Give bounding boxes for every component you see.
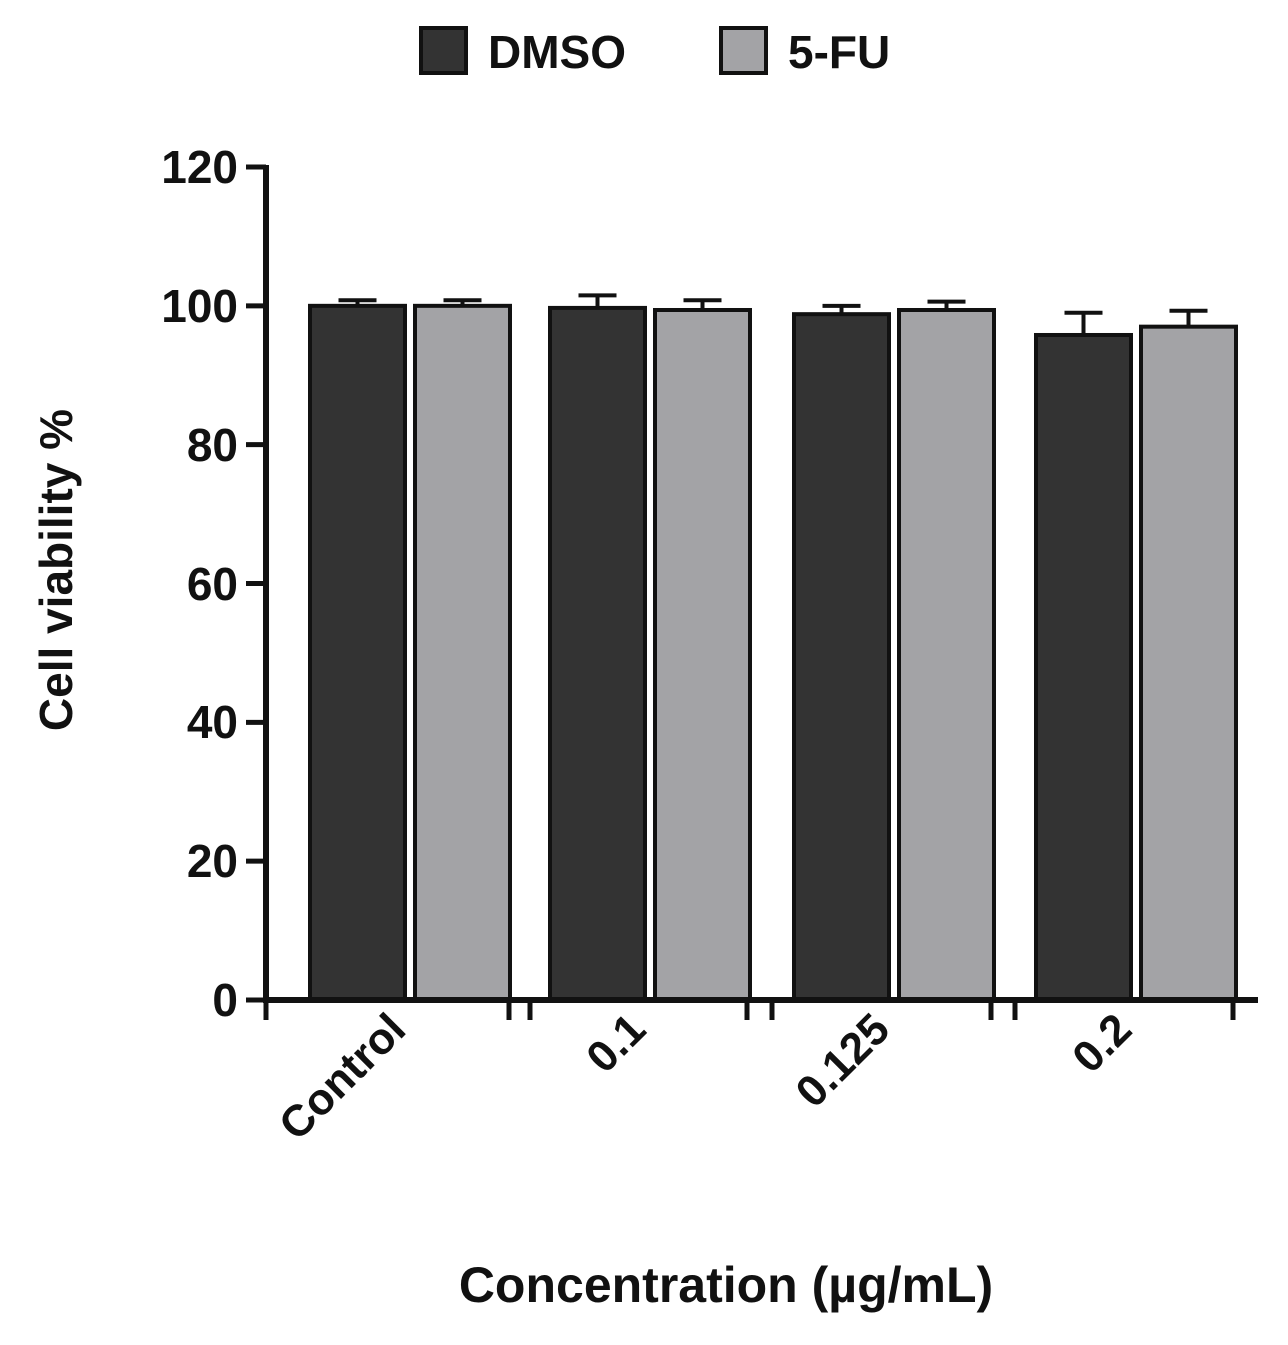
y-tick-label: 60	[187, 558, 238, 610]
x-tick-labels: Control 0.1 0.125 0.2	[270, 1004, 1141, 1149]
y-tick-label: 20	[187, 835, 238, 887]
legend: DMSO 5-FU	[419, 26, 890, 78]
x-tick-label: 0.2	[1063, 1004, 1141, 1082]
y-tick-label: 80	[187, 419, 238, 471]
legend-label-5fu: 5-FU	[788, 26, 890, 78]
y-tick-label: 0	[212, 974, 238, 1026]
bar-5fu-0	[413, 303, 512, 1003]
y-tick-label: 100	[161, 280, 238, 332]
y-axis-label: Cell viability %	[30, 409, 82, 731]
bar-dmso-2	[792, 312, 891, 1002]
y-tick-labels: 0 20 40 60 80 100 120	[161, 141, 238, 1026]
x-tick-label: Control	[270, 1004, 415, 1149]
bar-dmso-1	[548, 305, 647, 1002]
legend-label-dmso: DMSO	[488, 26, 626, 78]
y-tick-label: 40	[187, 696, 238, 748]
x-tick-label: 0.1	[577, 1004, 655, 1082]
x-tick-label: 0.125	[787, 1004, 900, 1117]
bar-5fu-2	[897, 307, 996, 1002]
y-tick-label: 120	[161, 141, 238, 193]
bar-dmso-0	[308, 303, 407, 1003]
bar-5fu-1	[653, 307, 752, 1002]
bar-5fu-3	[1139, 324, 1238, 1002]
bar-dmso-3	[1034, 332, 1133, 1002]
legend-swatch-dmso	[419, 26, 468, 75]
plot-area	[246, 164, 1258, 1020]
legend-swatch-5fu	[719, 26, 768, 75]
x-axis-label: Concentration (µg/mL)	[459, 1257, 993, 1313]
